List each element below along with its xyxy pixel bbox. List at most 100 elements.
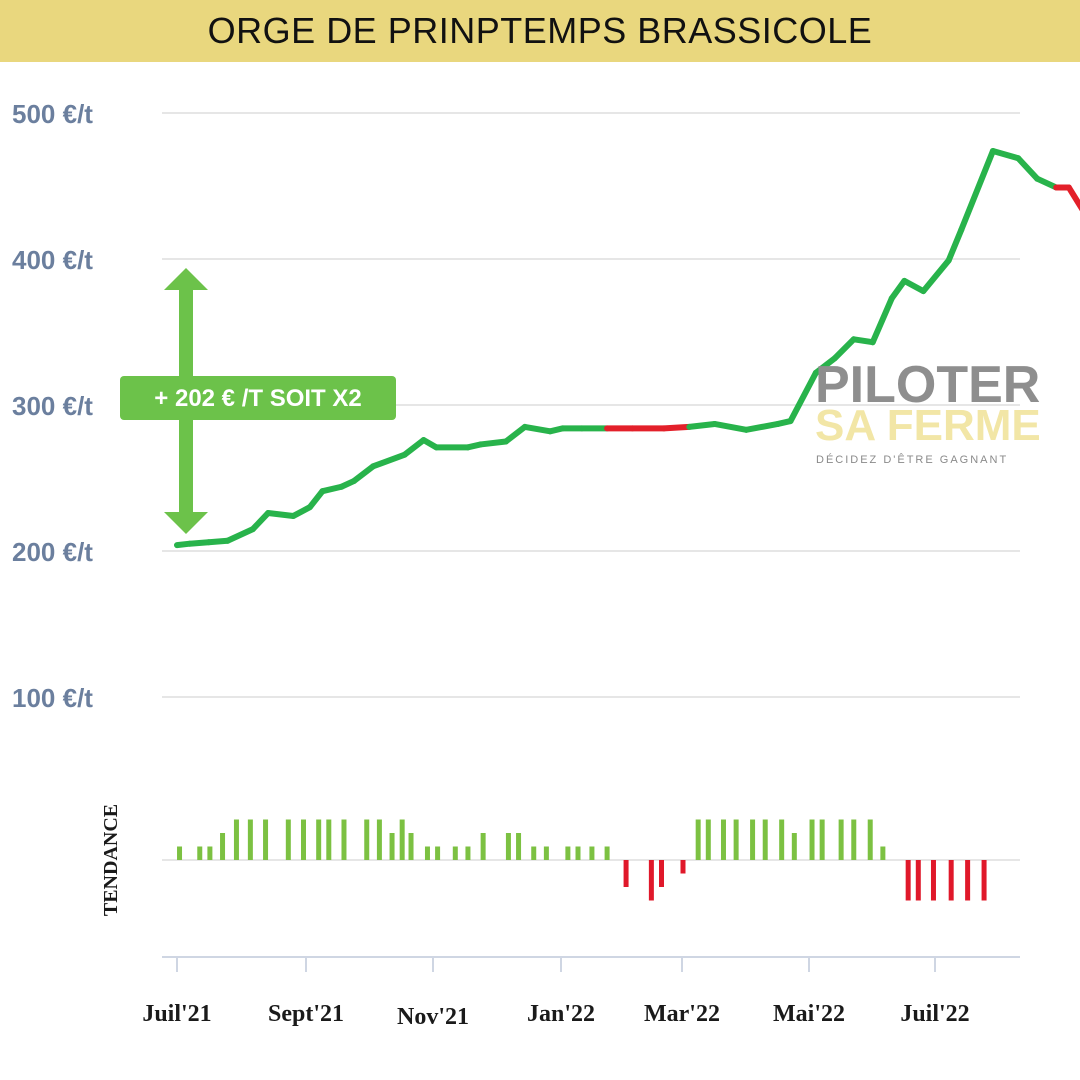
price-segment [224,526,256,544]
trend-bar-down [648,860,654,901]
trend-bar-up [424,846,430,860]
trend-bar-up [326,819,332,860]
trend-bar-up [851,819,857,860]
trend-bar-down [658,860,664,887]
arrow-head-down [164,512,208,534]
y-tick-label: 300 €/t [12,391,93,421]
trend-bar-up [389,833,395,860]
annotation-text: + 202 € /T SOIT X2 [154,385,361,412]
price-segment [888,277,908,302]
x-axis: Juil'21 Sept'21 Nov'21 Jan'22 Mar'22 Mai'22 Ju… [142,956,1020,1030]
trend-bar-up [565,846,571,860]
price-segment [958,147,996,233]
price-segment [989,147,1022,162]
logo-line2: SA FERME [815,401,1041,450]
trend-bar-up [531,846,537,860]
trend-bar-up [720,819,726,860]
price-segment [290,504,313,519]
x-tick-label: Juil'21 [142,1001,211,1027]
trend-bar-up [197,846,203,860]
trend-bar-up [233,819,239,860]
trend-bar-up [867,819,873,860]
trend-bar-up [376,819,382,860]
trend-bar-up [399,819,405,860]
price-line [174,147,1080,549]
price-segment [186,539,212,547]
trend-bar-up [480,833,486,860]
logo-line1: PILOTER [815,356,1040,414]
price-segment [249,510,272,533]
gridlines [162,112,1020,861]
price-segment [743,420,781,433]
trend-bar-up [516,833,522,860]
trend-bar-up [819,819,825,860]
x-tick-label: Mai'22 [773,1001,845,1027]
tendance-bars: TENDANCE [100,804,987,916]
trend-bar-up [263,819,269,860]
trend-bar-down [948,860,954,901]
price-segment [869,295,895,346]
price-segment [831,336,857,362]
x-tick-label: Juil'22 [900,1001,969,1027]
x-tick-label: Jan'22 [527,1001,595,1027]
price-segment [521,423,554,435]
price-segment [812,355,838,376]
price-segment [920,257,952,295]
trend-bar-up [285,819,291,860]
price-segment [711,420,750,433]
trend-bar-up [341,819,347,860]
trend-bar-down [965,860,971,901]
price-segment [205,537,231,546]
price-segment [901,277,927,295]
arrow-head-up [164,268,208,290]
annotation-arrow: + 202 € /T SOIT X2 [120,268,396,534]
price-segment [1065,184,1080,212]
trend-bar-up [589,846,595,860]
price-segment [477,438,509,448]
price-segment [661,423,693,432]
trend-bar-up [505,833,511,860]
trend-bar-up [465,846,471,860]
trend-bar-up [705,819,711,860]
trend-bar-up [604,846,610,860]
y-tick-labels: 500 €/t 400 €/t 300 €/t 200 €/t 100 €/t [12,99,93,713]
price-segment [945,226,965,264]
price-segment [1034,175,1060,191]
trend-bar-up [809,819,815,860]
trend-bar-up [575,846,581,860]
x-tick-label: Nov'21 [397,1004,469,1030]
trend-bar-down [905,860,911,901]
trend-bar-down [680,860,686,874]
trend-bar-up [177,846,183,860]
trend-bar-down [915,860,921,901]
trend-bar-down [623,860,629,887]
price-segment [787,369,819,425]
price-segment [351,463,377,484]
trend-bar-up [695,819,701,860]
price-segment [686,420,718,430]
x-tick-label: Sept'21 [268,1001,344,1027]
title-bar: ORGE DE PRINPTEMPS BRASSICOLE [0,0,1080,62]
trend-bar-up [779,819,785,860]
price-segment [370,451,408,470]
trend-bar-up [880,846,886,860]
annotation-box [120,376,396,420]
trend-bar-down [930,860,936,901]
price-segment [401,437,427,458]
price-segment [850,336,876,346]
trend-bar-up [791,833,797,860]
y-tick-label: 200 €/t [12,537,93,567]
trend-bar-up [838,819,844,860]
y-tick-label: 500 €/t [12,99,93,129]
price-segment [319,483,345,495]
trend-bar-up [435,846,441,860]
price-segment [502,423,528,445]
price-segment [1015,155,1041,182]
trend-bar-up [750,819,756,860]
trend-bar-up [301,819,306,860]
price-segment [306,488,326,511]
trend-bar-up [762,819,768,860]
trend-bar-up [207,846,213,860]
price-segment [265,510,297,519]
